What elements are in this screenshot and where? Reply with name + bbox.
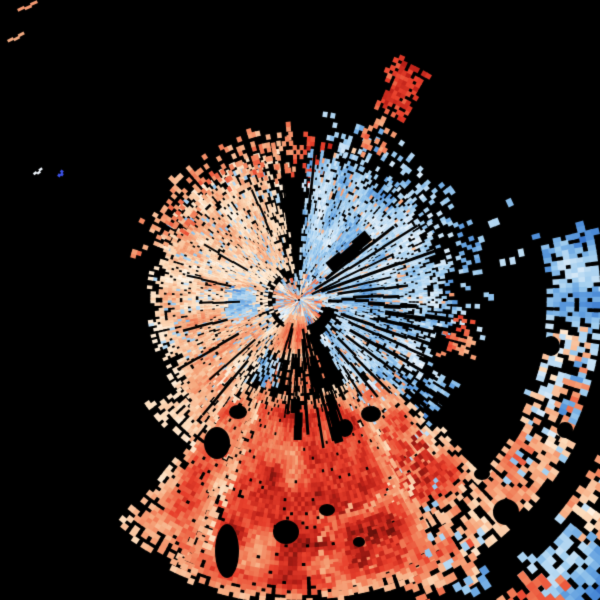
radar-display: [0, 0, 600, 600]
radar-velocity-image: [0, 0, 600, 600]
